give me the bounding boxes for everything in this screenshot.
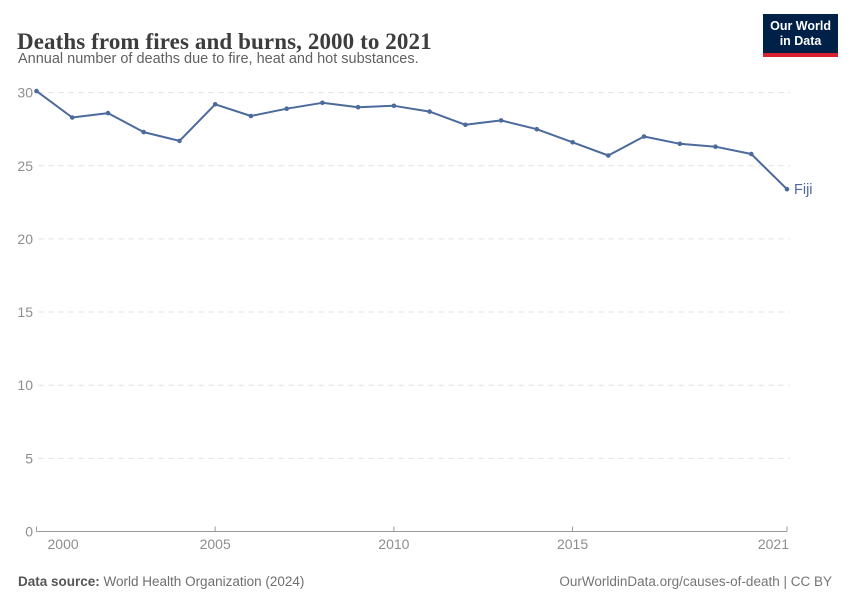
data-point[interactable] bbox=[713, 144, 718, 149]
y-tick-label: 25 bbox=[17, 158, 33, 174]
data-source-value: World Health Organization (2024) bbox=[99, 574, 305, 589]
data-point[interactable] bbox=[248, 113, 254, 119]
data-source: Data source: World Health Organization (… bbox=[18, 574, 304, 589]
x-tick-label: 2000 bbox=[48, 536, 79, 552]
y-tick-label: 5 bbox=[25, 450, 33, 466]
data-point[interactable] bbox=[427, 109, 432, 114]
page-subtitle: Annual number of deaths due to fire, hea… bbox=[18, 51, 419, 67]
y-tick-label: 20 bbox=[17, 231, 33, 247]
x-tick-label: 2015 bbox=[557, 536, 588, 552]
data-source-label: Data source: bbox=[18, 574, 100, 589]
data-point[interactable] bbox=[212, 102, 218, 107]
data-point[interactable] bbox=[177, 138, 182, 144]
series-line-fiji[interactable] bbox=[35, 90, 788, 191]
data-point[interactable] bbox=[534, 126, 540, 132]
data-point[interactable] bbox=[498, 118, 504, 123]
footer-citation: OurWorldinData.org/causes-of-death | CC … bbox=[559, 574, 832, 589]
data-point[interactable] bbox=[606, 153, 611, 158]
y-tick-label: 10 bbox=[17, 377, 33, 393]
y-tick-label: 0 bbox=[25, 524, 33, 540]
data-point[interactable] bbox=[677, 141, 683, 147]
footer-link[interactable]: OurWorldinData.org/causes-of-death bbox=[559, 574, 780, 589]
owid-logo[interactable]: Our World in Data bbox=[763, 14, 838, 57]
y-tick-label: 30 bbox=[17, 85, 33, 101]
data-point[interactable] bbox=[320, 100, 325, 106]
series-end-label[interactable]: Fiji bbox=[794, 182, 813, 198]
x-tick-label: 2021 bbox=[758, 536, 789, 552]
data-point[interactable] bbox=[284, 106, 290, 111]
owid-logo-line2: in Data bbox=[779, 34, 822, 49]
page-title: Deaths from fires and burns, 2000 to 202… bbox=[17, 29, 432, 55]
owid-logo-line1: Our World bbox=[770, 19, 831, 33]
data-point[interactable] bbox=[391, 103, 397, 109]
data-point[interactable] bbox=[69, 115, 75, 120]
x-tick-label: 2010 bbox=[378, 536, 409, 552]
x-tick-label: 2005 bbox=[200, 536, 231, 552]
data-point[interactable] bbox=[355, 104, 361, 110]
data-point[interactable] bbox=[570, 140, 575, 145]
data-point[interactable] bbox=[784, 186, 790, 192]
data-point[interactable] bbox=[34, 88, 39, 94]
data-point[interactable] bbox=[641, 134, 647, 139]
y-tick-label: 15 bbox=[17, 304, 33, 320]
data-point[interactable] bbox=[463, 122, 468, 128]
data-point[interactable] bbox=[105, 110, 111, 116]
data-point[interactable] bbox=[141, 129, 146, 135]
license-badge[interactable]: CC BY bbox=[790, 574, 832, 589]
data-point[interactable] bbox=[749, 151, 754, 157]
footer: Data source: World Health Organization (… bbox=[18, 574, 832, 589]
footer-separator: | bbox=[779, 574, 791, 589]
